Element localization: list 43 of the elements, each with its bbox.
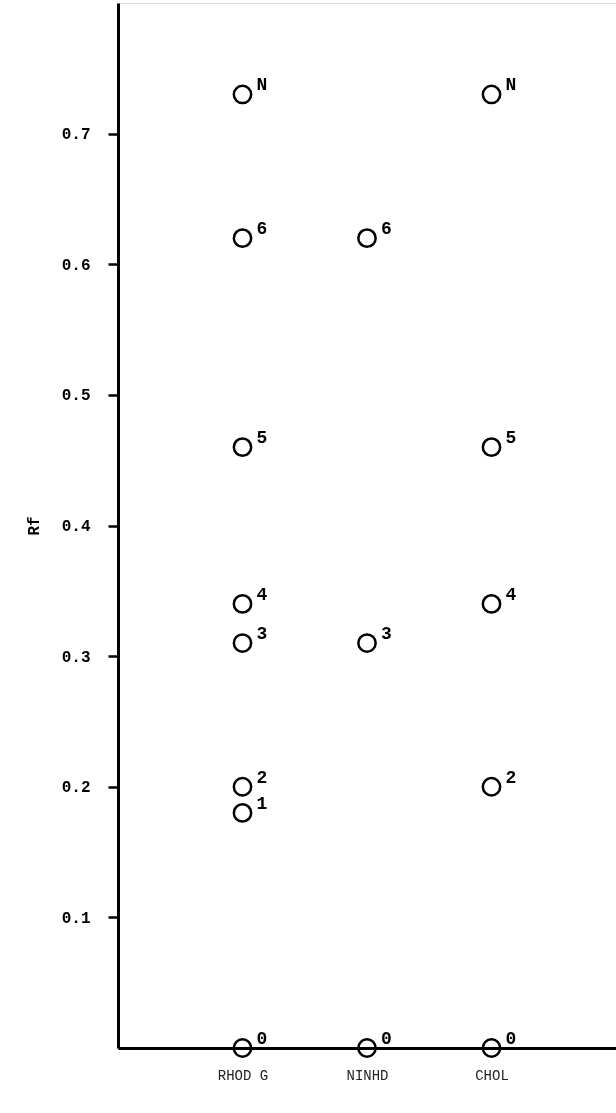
series-label: 5 (505, 428, 517, 449)
series-label: 4 (505, 584, 517, 605)
point (232, 1038, 253, 1058)
point (357, 1038, 377, 1058)
text: 0 (256, 1029, 268, 1049)
x-tick-label: CHOL (475, 1067, 509, 1084)
point (481, 593, 502, 614)
x-tick-label: RHOD G (217, 1067, 269, 1084)
point (232, 84, 253, 105)
y-tick-label: 0.2 (61, 779, 91, 798)
point (357, 228, 377, 249)
y-tick-label: 0.7 (61, 126, 91, 145)
point (232, 228, 253, 249)
text: 6 (256, 219, 268, 240)
point (481, 1038, 502, 1058)
y-axis-title: Rf (25, 516, 44, 536)
text: 0 (505, 1029, 517, 1049)
series-label: 0 (381, 1029, 392, 1049)
point (232, 437, 253, 458)
y-tick-label: 0.5 (61, 387, 91, 406)
point (232, 802, 253, 823)
y-tick-label: 0.3 (61, 648, 91, 667)
series-label: 6 (381, 219, 392, 240)
text: 4 (256, 584, 268, 605)
y-tick-label: 0.4 (61, 518, 91, 536)
text: 2 (256, 767, 268, 788)
text: 5 (256, 428, 268, 449)
text: N (256, 75, 268, 96)
x-tick-label: NINHD (346, 1067, 389, 1084)
point (481, 776, 502, 797)
series-label: 1 (256, 793, 268, 814)
y-tick-label: 0.1 (61, 909, 91, 928)
point (232, 633, 253, 653)
point (232, 776, 253, 797)
series-label: 2 (505, 767, 517, 788)
y-tick-label: 0.6 (61, 256, 91, 275)
text: 3 (256, 624, 268, 645)
point (357, 633, 377, 653)
point (481, 437, 502, 458)
point (481, 84, 502, 105)
series-label: 3 (381, 624, 392, 645)
point (232, 593, 253, 614)
series-label: N (505, 75, 517, 96)
